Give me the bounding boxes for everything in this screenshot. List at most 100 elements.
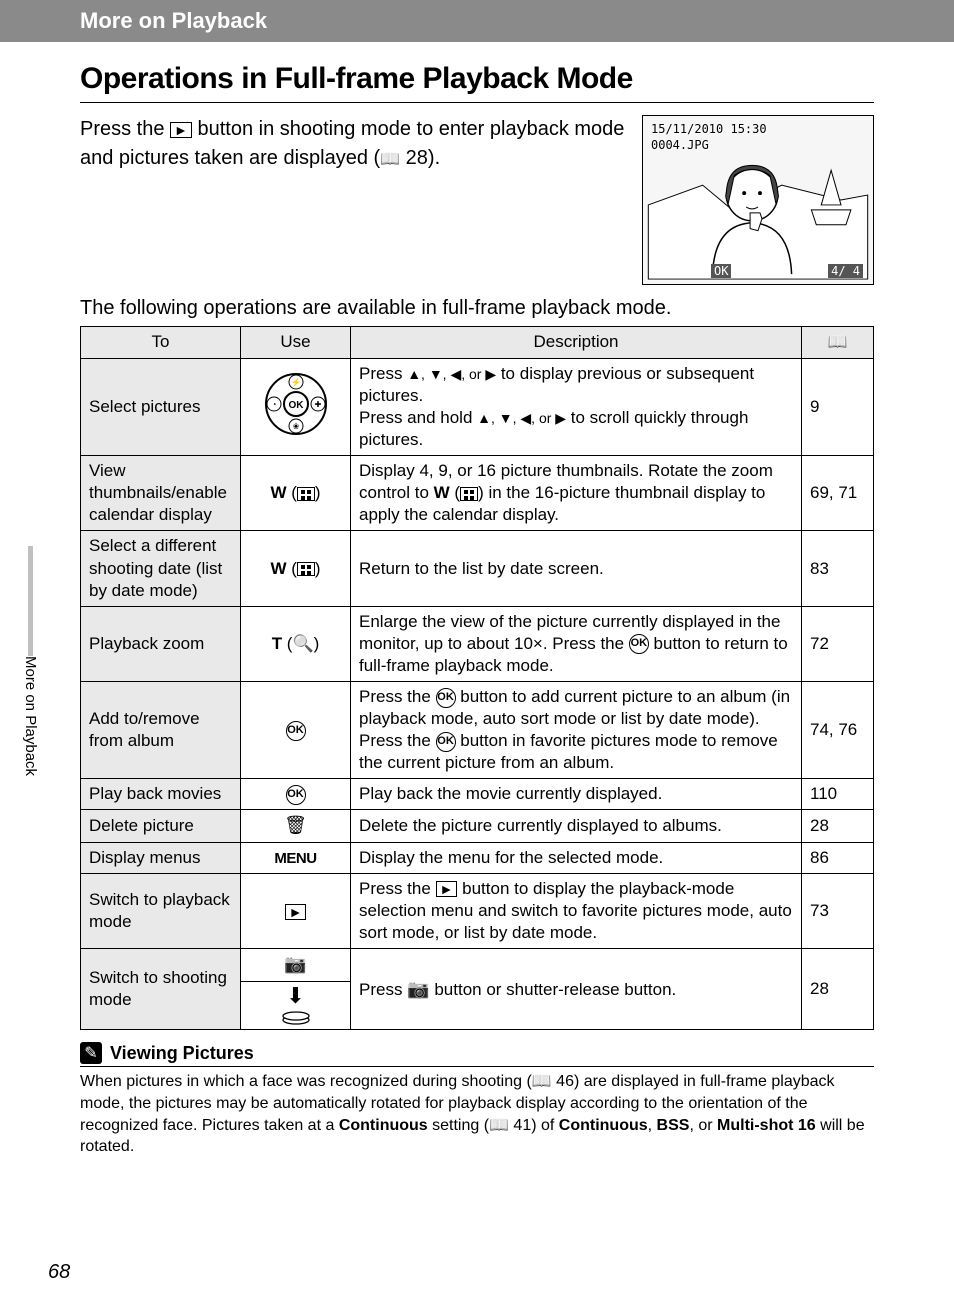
table-row: Playback zoom T () Enlarge the view of t… (81, 606, 874, 681)
cell-ref: 110 (802, 779, 874, 810)
col-use: Use (241, 327, 351, 359)
cell-ref: 83 (802, 531, 874, 606)
w-label: W (270, 483, 286, 502)
preview-thumbnail: 15/11/2010 15:30 0004.JPG OK 4/ 4 (642, 115, 874, 285)
t: setting ( (428, 1117, 489, 1134)
cell-desc: Return to the list by date screen. (351, 531, 802, 606)
note-title: Viewing Pictures (110, 1043, 254, 1064)
trash-icon (284, 816, 307, 835)
table-header-row: To Use Description (81, 327, 874, 359)
side-tab: More on Playback (20, 540, 41, 782)
cell-ref: 9 (802, 358, 874, 455)
cell-use (241, 949, 351, 981)
cell-desc: Delete the picture currently displayed t… (351, 810, 802, 842)
t: W (434, 483, 450, 502)
table-row: Delete picture Delete the picture curren… (81, 810, 874, 842)
book-icon (489, 1117, 509, 1134)
w-label: W (270, 559, 286, 578)
cell-use: ⬇ (241, 981, 351, 1030)
cell-to: View thumbnails/enable calendar display (81, 456, 241, 531)
cell-use: OK⚡❀◔✚ (241, 358, 351, 455)
cell-ref: 69, 71 (802, 456, 874, 531)
svg-text:❀: ❀ (292, 422, 299, 431)
col-ref (802, 327, 874, 359)
t: Press and hold (359, 408, 477, 427)
side-tab-label: More on Playback (22, 656, 39, 776)
intro-a: Press the (80, 118, 170, 140)
cell-use: W () (241, 456, 351, 531)
operations-table: To Use Description Select pictures OK⚡❀◔… (80, 326, 874, 1030)
page-number: 68 (48, 1261, 70, 1284)
cell-use: W () (241, 531, 351, 606)
section-banner: More on Playback (0, 0, 954, 42)
title-rule (80, 102, 874, 103)
thumbnail-icon (297, 487, 315, 501)
camera-icon (284, 955, 306, 974)
t: Press (359, 980, 407, 999)
cell-ref: 74, 76 (802, 682, 874, 779)
table-row: Add to/remove from album Press the butto… (81, 682, 874, 779)
playback-icon (436, 881, 458, 897)
cell-use (241, 810, 351, 842)
cell-ref: 73 (802, 873, 874, 948)
ok-icon (629, 634, 649, 654)
cell-to: Switch to playback mode (81, 873, 241, 948)
cell-to: Display menus (81, 842, 241, 873)
note-box: Viewing Pictures When pictures in which … (80, 1042, 874, 1157)
col-to: To (81, 327, 241, 359)
cell-use: T () (241, 606, 351, 681)
ok-icon (436, 732, 456, 752)
t: button or shutter-release button. (430, 980, 677, 999)
magnify-icon (292, 634, 313, 653)
shutter-stack-icon: ⬇ (249, 986, 342, 1026)
cell-ref: 28 (802, 810, 874, 842)
intro-c: 28). (400, 147, 440, 169)
svg-text:OK: OK (288, 400, 304, 411)
camera-icon (407, 980, 429, 999)
book-icon (532, 1073, 552, 1090)
arrows: ▲, ▼, ◀, or ▶ (477, 410, 566, 426)
cell-desc: Press ▲, ▼, ◀, or ▶ to display previous … (351, 358, 802, 455)
table-row: Switch to shooting mode Press button or … (81, 949, 874, 981)
page-title: Operations in Full-frame Playback Mode (80, 62, 874, 96)
cell-to: Playback zoom (81, 606, 241, 681)
ok-icon (436, 688, 456, 708)
tab-bar (28, 546, 33, 656)
table-row: Display menus MENU Display the menu for … (81, 842, 874, 873)
playback-icon (285, 904, 307, 920)
thumb-counter: 4/ 4 (828, 264, 863, 278)
t: 41) of (509, 1117, 559, 1134)
table-row: Switch to playback mode Press the button… (81, 873, 874, 948)
cell-desc: Press button or shutter-release button. (351, 949, 802, 1030)
cell-desc: Play back the movie currently displayed. (351, 779, 802, 810)
menu-label: MENU (274, 850, 316, 867)
book-icon (828, 334, 848, 351)
t: Press the (359, 687, 436, 706)
arrows: ▲, ▼, ◀, or ▶ (407, 366, 496, 382)
cell-to: Switch to shooting mode (81, 949, 241, 1030)
ok-icon (286, 785, 306, 805)
intro-text: Press the button in shooting mode to ent… (80, 115, 626, 285)
down-arrow-icon: ⬇ (286, 986, 304, 1006)
t: Continuous (559, 1117, 648, 1134)
cell-use (241, 873, 351, 948)
col-desc: Description (351, 327, 802, 359)
cell-to: Delete picture (81, 810, 241, 842)
table-row: Select pictures OK⚡❀◔✚ Press ▲, ▼, ◀, or… (81, 358, 874, 455)
table-row: Play back movies Play back the movie cur… (81, 779, 874, 810)
svg-text:◔: ◔ (271, 400, 276, 409)
t: , or (689, 1117, 717, 1134)
svg-text:✚: ✚ (314, 400, 321, 409)
table-row: Select a different shooting date (list b… (81, 531, 874, 606)
ok-icon (286, 721, 306, 741)
thumbnail-icon (460, 487, 478, 501)
cell-ref: 86 (802, 842, 874, 873)
playback-icon (170, 122, 192, 138)
thumbnail-icon (297, 562, 315, 576)
shutter-release-icon (282, 1009, 310, 1025)
cell-use (241, 682, 351, 779)
cell-to: Play back movies (81, 779, 241, 810)
t: Press (359, 364, 407, 383)
cell-ref: 72 (802, 606, 874, 681)
note-body: When pictures in which a face was recogn… (80, 1071, 874, 1157)
